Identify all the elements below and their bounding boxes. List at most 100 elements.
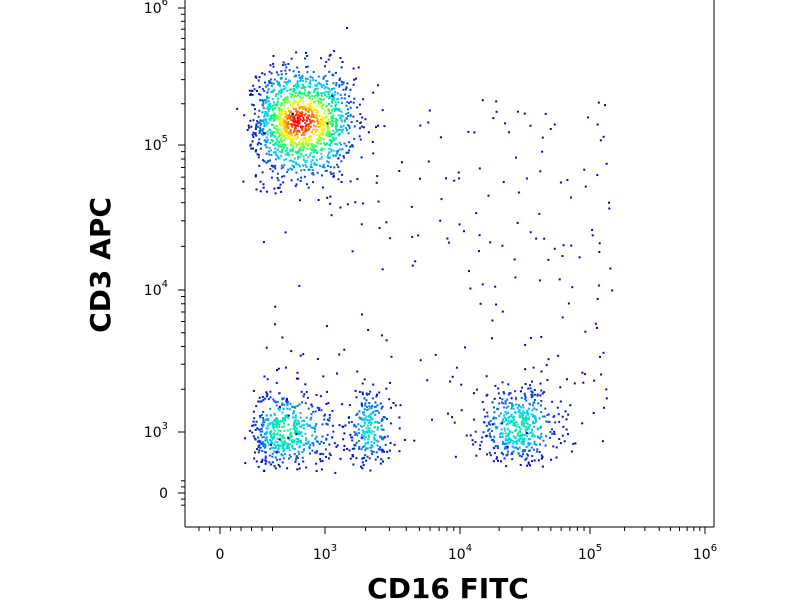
data-point — [263, 451, 266, 454]
data-point — [531, 432, 534, 435]
data-point — [515, 398, 518, 401]
data-point — [338, 154, 341, 157]
data-point — [286, 116, 289, 119]
data-point — [307, 94, 310, 97]
data-point — [289, 443, 291, 446]
data-point — [491, 337, 493, 340]
data-point — [362, 424, 365, 427]
data-point — [604, 104, 606, 107]
data-point — [305, 80, 307, 83]
data-point — [530, 390, 533, 393]
data-point — [478, 448, 481, 450]
data-point — [491, 401, 494, 404]
data-point — [307, 139, 310, 142]
data-point — [262, 186, 265, 189]
data-point — [302, 132, 305, 134]
data-point — [523, 392, 526, 395]
data-point — [398, 170, 401, 172]
data-point — [290, 142, 293, 145]
data-point — [493, 440, 496, 443]
data-point — [530, 429, 533, 432]
data-point — [288, 110, 291, 112]
data-point — [307, 125, 310, 128]
data-point — [272, 143, 275, 146]
data-point — [360, 403, 363, 406]
data-point — [314, 88, 317, 90]
data-point — [467, 130, 470, 133]
data-point — [431, 418, 433, 421]
data-point — [355, 396, 358, 399]
data-point — [341, 403, 344, 406]
data-point — [312, 79, 315, 82]
data-point — [295, 427, 298, 430]
data-point — [311, 120, 313, 122]
data-point — [564, 410, 567, 413]
data-point — [265, 395, 268, 398]
data-point — [543, 237, 546, 240]
data-point — [315, 450, 318, 453]
data-point — [295, 422, 298, 425]
data-point — [283, 429, 286, 432]
data-point — [325, 422, 328, 425]
data-point — [244, 462, 247, 465]
data-point — [301, 111, 304, 114]
data-point — [523, 422, 525, 425]
data-point — [256, 125, 259, 128]
data-point — [463, 230, 465, 233]
data-point — [362, 202, 365, 205]
data-point — [362, 98, 365, 101]
data-point — [526, 464, 529, 467]
data-point — [593, 379, 596, 382]
data-point — [479, 444, 482, 447]
data-point — [295, 377, 298, 380]
data-point — [334, 143, 337, 145]
data-point — [321, 174, 323, 177]
data-point — [269, 159, 271, 162]
data-point — [264, 141, 267, 144]
data-point — [297, 163, 300, 166]
data-point — [330, 140, 333, 143]
data-point — [261, 88, 264, 91]
data-point — [281, 442, 284, 445]
data-point — [361, 391, 364, 394]
data-point — [518, 438, 521, 441]
data-point — [287, 444, 290, 447]
data-point — [354, 444, 357, 447]
data-point — [341, 173, 344, 176]
data-point — [271, 124, 273, 126]
data-point — [293, 421, 296, 423]
data-point — [300, 97, 303, 100]
data-point — [515, 420, 518, 423]
data-point — [553, 123, 556, 126]
data-point — [297, 155, 300, 158]
data-point — [251, 140, 254, 143]
data-point — [451, 375, 454, 378]
data-point — [303, 133, 306, 136]
data-point — [254, 174, 257, 177]
data-point — [516, 221, 519, 224]
data-point — [370, 444, 373, 446]
data-point — [298, 467, 301, 470]
data-point — [516, 448, 519, 450]
data-point — [496, 408, 499, 411]
data-point — [330, 173, 333, 175]
data-point — [284, 137, 287, 140]
data-point — [266, 393, 269, 396]
data-point — [306, 396, 309, 399]
data-point — [328, 111, 331, 114]
data-point — [323, 91, 326, 94]
data-point — [565, 428, 568, 431]
data-point — [574, 442, 577, 445]
data-point — [254, 451, 256, 454]
data-point — [473, 131, 476, 134]
data-point — [566, 179, 569, 181]
data-point — [511, 419, 514, 422]
data-point — [332, 149, 335, 152]
data-point — [329, 139, 332, 142]
data-point — [305, 391, 308, 393]
data-point — [285, 101, 287, 104]
data-point — [535, 443, 538, 446]
data-point — [496, 445, 499, 448]
data-point — [374, 458, 377, 461]
data-point — [294, 127, 297, 130]
